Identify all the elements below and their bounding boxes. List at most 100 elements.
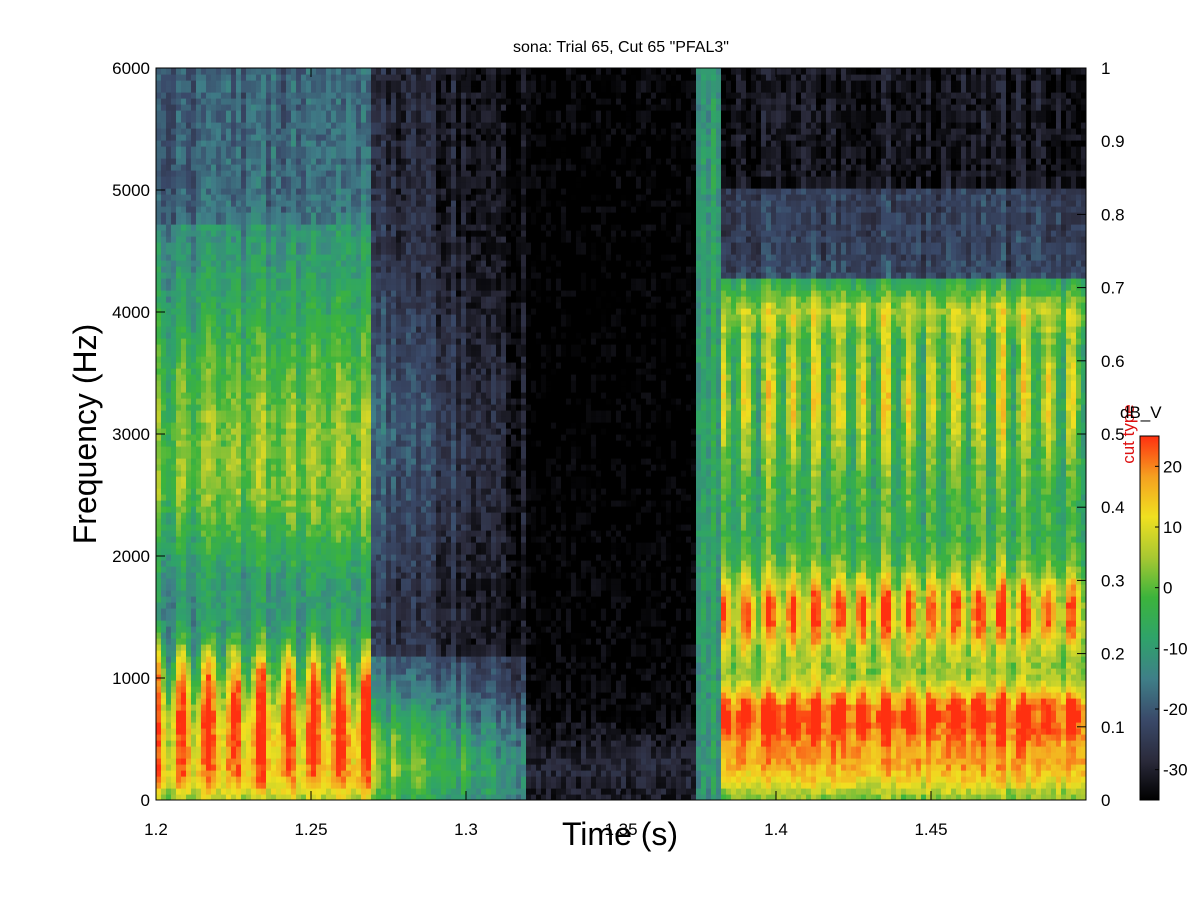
spectrogram-cell [191,746,197,753]
spectrogram-cell [241,704,247,711]
spectrogram-cell [286,464,292,471]
spectrogram-cell [326,422,332,429]
spectrogram-cell [251,728,257,735]
spectrogram-cell [351,236,357,243]
spectrogram-cell [211,650,217,657]
spectrogram-cell [181,140,187,147]
spectrogram-cell [356,584,362,591]
spectrogram-cell [346,224,352,231]
spectrogram-cell [196,386,202,393]
spectrogram-cell [161,440,167,447]
spectrogram-cell [296,74,302,81]
spectrogram-cell [266,446,272,453]
spectrogram-cell [336,404,342,411]
spectrogram-cell [266,440,272,447]
spectrogram-cell [321,596,327,603]
spectrogram-cell [221,392,227,399]
spectrogram-cell [306,668,312,675]
spectrogram-cell [216,530,222,537]
spectrogram-cell [171,308,177,315]
spectrogram-cell [311,344,317,351]
spectrogram-cell [316,332,322,339]
spectrogram-cell [221,770,227,777]
spectrogram-cell [331,698,337,705]
spectrogram-cell [216,512,222,519]
spectrogram-cell [286,200,292,207]
spectrogram-cell [181,602,187,609]
spectrogram-cell [301,662,307,669]
spectrogram-cell [241,476,247,483]
spectrogram-cell [201,470,207,477]
spectrogram-cell [341,602,347,609]
spectrogram-cell [341,278,347,285]
spectrogram-cell [231,686,237,693]
spectrogram-cell [156,782,162,789]
spectrogram-cell [266,230,272,237]
spectrogram-cell [171,110,177,117]
spectrogram-cell [306,650,312,657]
spectrogram-cell [191,686,197,693]
spectrogram-cell [241,554,247,561]
spectrogram-cell [186,602,192,609]
spectrogram-cell [211,668,217,675]
spectrogram-cell [276,374,282,381]
spectrogram-cell [316,494,322,501]
spectrogram-cell [351,326,357,333]
spectrogram-cell [331,704,337,711]
spectrogram-cell [346,218,352,225]
spectrogram-cell [156,440,162,447]
spectrogram-cell [266,596,272,603]
spectrogram-cell [266,68,272,75]
spectrogram-cell [216,152,222,159]
spectrogram-cell [316,470,322,477]
spectrogram-cell [281,506,287,513]
spectrogram-cell [286,260,292,267]
spectrogram-cell [216,344,222,351]
spectrogram-cell [286,548,292,555]
spectrogram-cell [221,554,227,561]
spectrogram-cell [341,542,347,549]
spectrogram-cell [341,338,347,345]
spectrogram-cell [321,200,327,207]
spectrogram-cell [206,776,212,783]
spectrogram-cell [291,422,297,429]
spectrogram-cell [236,338,242,345]
spectrogram-cell [271,776,277,783]
spectrogram-cell [296,794,302,800]
spectrogram-cell [226,530,232,537]
spectrogram-cell [221,242,227,249]
spectrogram-cell [186,722,192,729]
spectrogram-cell [351,458,357,465]
spectrogram-cell [306,644,312,651]
spectrogram-cell [301,380,307,387]
spectrogram-cell [236,572,242,579]
spectrogram-cell [256,470,262,477]
spectrogram-cell [256,452,262,459]
spectrogram-cell [156,728,162,735]
spectrogram-cell [276,782,282,789]
spectrogram-cell [196,200,202,207]
spectrogram-cell [231,428,237,435]
spectrogram-cell [191,458,197,465]
spectrogram-cell [226,284,232,291]
spectrogram-cell [271,698,277,705]
spectrogram-cell [191,554,197,561]
spectrogram-cell [251,80,257,87]
spectrogram-cell [301,386,307,393]
spectrogram-cell [276,500,282,507]
spectrogram-cell [286,710,292,717]
spectrogram-cell [331,194,337,201]
spectrogram-cell [296,380,302,387]
spectrogram-cell [181,734,187,741]
spectrogram-cell [256,296,262,303]
spectrogram-cell [171,422,177,429]
spectrogram-cell [296,734,302,741]
spectrogram-cell [176,134,182,141]
spectrogram-cell [251,698,257,705]
spectrogram-cell [266,272,272,279]
spectrogram-cell [156,92,162,99]
spectrogram-cell [256,776,262,783]
spectrogram-cell [216,296,222,303]
spectrogram-cell [351,380,357,387]
spectrogram-cell [331,176,337,183]
